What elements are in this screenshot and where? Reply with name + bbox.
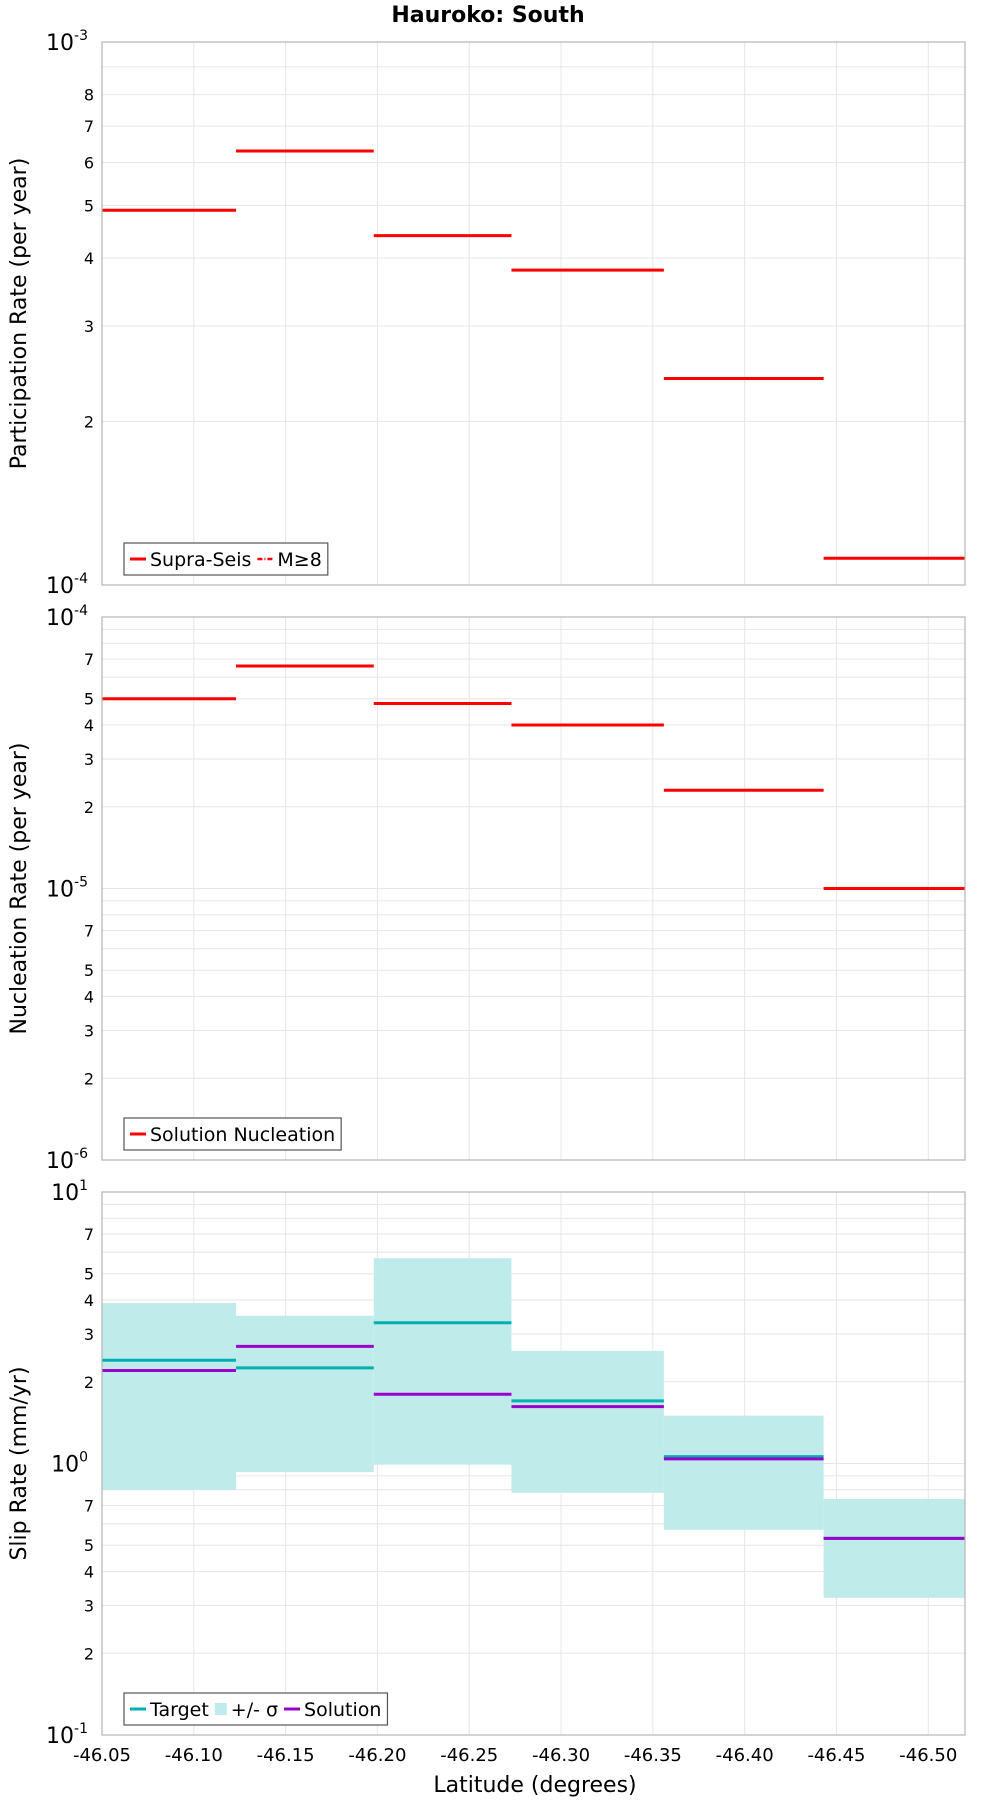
plot-frame (101, 1191, 966, 1736)
y-tick-label: 5 (84, 1536, 94, 1555)
y-axis-label: Slip Rate (mm/yr) (7, 1366, 32, 1560)
legend-label-supra-seis: Supra-Seis (150, 549, 251, 571)
x-tick-label: -46.45 (807, 1745, 865, 1766)
y-decade-label: 10-6 (46, 1146, 88, 1174)
legend-label-m-8: M≥8 (277, 549, 321, 571)
x-tick-label: -46.40 (716, 1745, 774, 1766)
y-tick-label: 5 (84, 196, 94, 215)
y-decade-label: 10-1 (46, 1721, 88, 1749)
sigma-band-segment (663, 1415, 824, 1530)
legend-box (123, 542, 329, 576)
y-decade-label: 101 (51, 1178, 88, 1206)
y-tick-label: 2 (84, 1644, 94, 1663)
x-tick-label: -46.50 (899, 1745, 957, 1766)
y-tick-label: 7 (84, 650, 94, 669)
y-tick-label: 2 (84, 1373, 94, 1392)
x-axis-label: Latitude (degrees) (433, 1773, 636, 1798)
y-tick-label: 4 (84, 1563, 94, 1582)
plot-frame (101, 41, 966, 586)
y-tick-label: 7 (84, 922, 94, 941)
y-tick-label: 8 (84, 86, 94, 105)
legend-box (123, 1117, 342, 1151)
legend-label-target: Target (149, 1699, 209, 1721)
y-decade-label: 10-4 (46, 603, 88, 631)
y-tick-label: 5 (84, 1265, 94, 1284)
y-tick-label: 7 (84, 117, 94, 136)
legend-label--: +/- σ (231, 1699, 278, 1721)
sigma-band-segment (373, 1258, 512, 1465)
x-tick-label: -46.30 (532, 1745, 590, 1766)
sigma-band-segment (236, 1315, 374, 1473)
legend-swatch-- (214, 1703, 227, 1715)
y-tick-label: 4 (84, 249, 94, 268)
y-tick-label: 4 (84, 716, 94, 735)
x-tick-label: -46.35 (624, 1745, 682, 1766)
y-tick-label: 2 (84, 1069, 94, 1088)
x-axis: -46.05 -46.10 -46.15 -46.20 -46.25 -46.30 -46.… (73, 1745, 957, 1766)
y-tick-label: 5 (84, 961, 94, 980)
chart-panels: 10-3 10-4 8 7 6 5 4 3 2 Participation Rate (per y… (7, 28, 966, 1766)
y-tick-label: 3 (84, 1596, 94, 1615)
y-tick-label: 7 (84, 1225, 94, 1244)
legend-label-solution: Solution (304, 1699, 381, 1721)
legend-box (123, 1692, 389, 1726)
y-tick-label: 4 (84, 1291, 94, 1310)
y-tick-label: 4 (84, 988, 94, 1007)
y-decade-label: 100 (51, 1450, 88, 1478)
y-tick-label: 7 (84, 1497, 94, 1516)
y-tick-label: 6 (84, 153, 94, 172)
legend: Supra-Seis M≥8 (123, 542, 329, 576)
panel-slip: 101 100 10-1 7 5 4 3 2 7 5 4 3 2 Slip Rate (mm/yr) Tar… (7, 1178, 966, 1749)
sigma-band-segment (511, 1350, 664, 1493)
x-tick-label: -46.20 (348, 1745, 406, 1766)
y-tick-label: 5 (84, 690, 94, 709)
x-tick-label: -46.05 (73, 1745, 131, 1766)
chart-title: Hauroko: South (391, 3, 584, 28)
y-tick-label: 3 (84, 750, 94, 769)
legend: Solution Nucleation (123, 1117, 342, 1151)
plot-area (102, 42, 965, 585)
plot-frame (101, 616, 966, 1161)
y-tick-label: 3 (84, 1021, 94, 1040)
legend-label-solution-nucleation: Solution Nucleation (150, 1124, 335, 1146)
legend: Target +/- σ Solution (123, 1692, 389, 1726)
y-tick-label: 3 (84, 317, 94, 336)
panel-nucleation: 10-4 10-5 10-6 7 5 4 3 2 7 5 4 3 2 Nucleation Rate (p… (7, 603, 966, 1174)
y-axis-label: Nucleation Rate (per year) (7, 743, 32, 1035)
panel-participation: 10-3 10-4 8 7 6 5 4 3 2 Participation Rate (per y… (7, 28, 966, 599)
y-axis-label: Participation Rate (per year) (7, 158, 32, 470)
sigma-band-segment (102, 1303, 237, 1490)
x-tick-label: -46.25 (440, 1745, 498, 1766)
y-decade-label: 10-5 (46, 875, 88, 903)
y-decade-label: 10-4 (46, 571, 88, 599)
y-tick-label: 3 (84, 1325, 94, 1344)
x-tick-label: -46.15 (257, 1745, 315, 1766)
y-tick-label: 2 (84, 413, 94, 432)
x-tick-label: -46.10 (165, 1745, 223, 1766)
sigma-band-segment (823, 1499, 965, 1598)
y-tick-label: 2 (84, 798, 94, 817)
y-decade-label: 10-3 (46, 28, 88, 56)
